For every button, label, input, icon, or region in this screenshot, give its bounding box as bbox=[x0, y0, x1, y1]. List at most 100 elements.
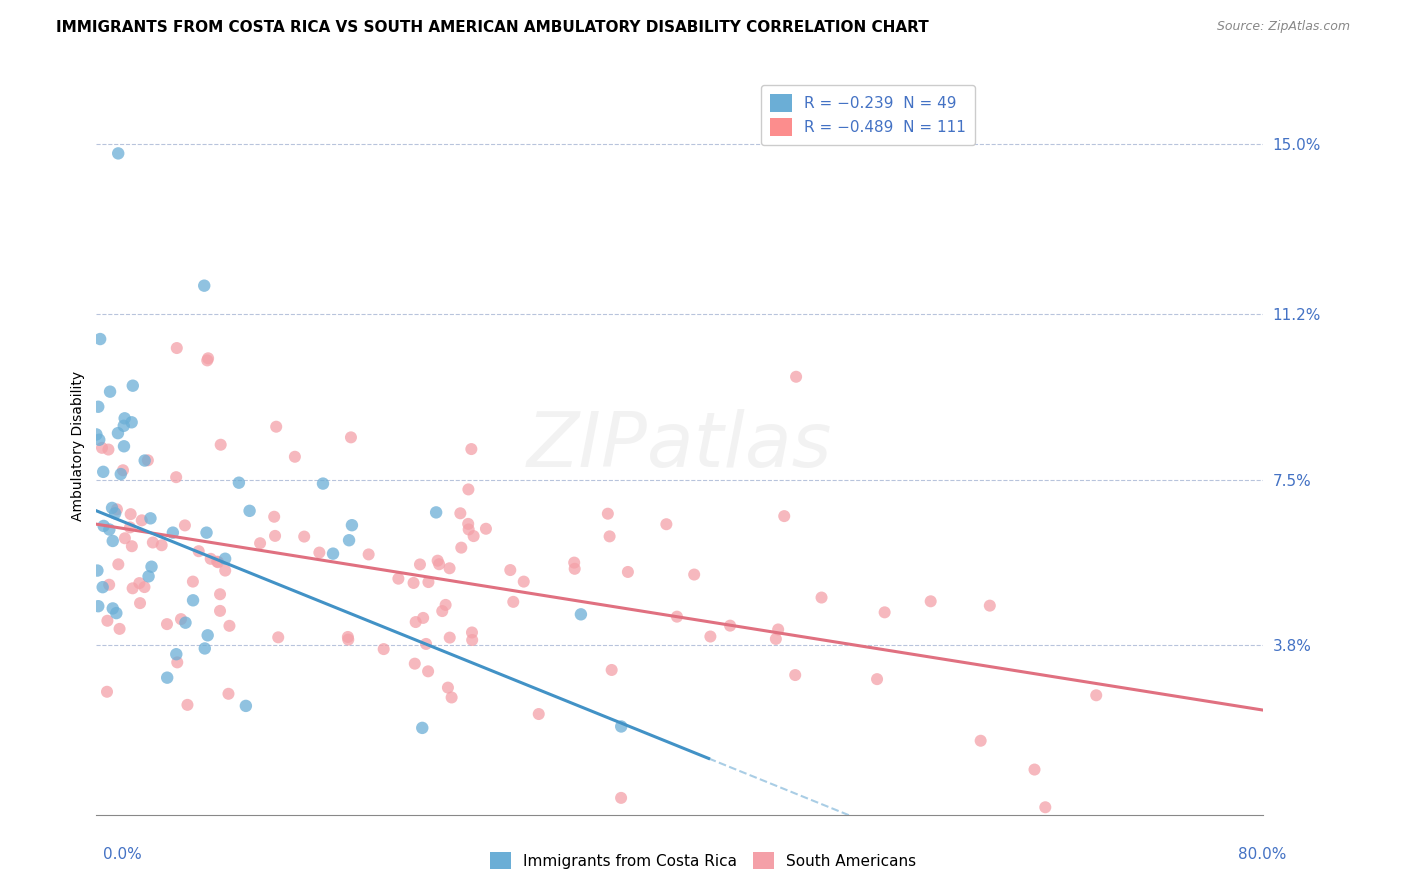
Point bbox=[308, 545, 330, 559]
Point bbox=[267, 630, 290, 644]
Point bbox=[373, 642, 395, 657]
Point bbox=[98, 578, 121, 592]
Point bbox=[405, 615, 427, 629]
Point bbox=[418, 575, 440, 590]
Point bbox=[107, 426, 129, 441]
Point bbox=[114, 411, 136, 425]
Point bbox=[920, 594, 942, 608]
Point bbox=[166, 341, 188, 355]
Point bbox=[322, 547, 344, 561]
Point bbox=[264, 419, 287, 434]
Point bbox=[439, 561, 461, 575]
Point bbox=[228, 475, 250, 490]
Point bbox=[156, 671, 179, 685]
Point bbox=[336, 630, 359, 644]
Text: Source: ZipAtlas.com: Source: ZipAtlas.com bbox=[1216, 20, 1350, 33]
Point bbox=[91, 580, 114, 594]
Point bbox=[718, 618, 741, 632]
Y-axis label: Ambulatory Disability: Ambulatory Disability bbox=[72, 371, 86, 521]
Point bbox=[665, 609, 688, 624]
Point bbox=[432, 604, 454, 618]
Point bbox=[174, 615, 197, 630]
Point bbox=[112, 439, 135, 453]
Point bbox=[699, 630, 721, 644]
Point bbox=[101, 601, 124, 615]
Point bbox=[138, 569, 160, 583]
Point bbox=[218, 619, 240, 633]
Point bbox=[200, 551, 222, 566]
Point bbox=[600, 663, 623, 677]
Point bbox=[89, 433, 111, 447]
Point bbox=[475, 522, 498, 536]
Point bbox=[457, 483, 479, 497]
Point bbox=[599, 529, 621, 543]
Point bbox=[513, 574, 536, 589]
Point bbox=[156, 617, 179, 632]
Point bbox=[197, 628, 219, 642]
Point bbox=[111, 463, 134, 477]
Point bbox=[121, 378, 143, 392]
Point bbox=[142, 535, 165, 549]
Text: 0.0%: 0.0% bbox=[103, 847, 142, 863]
Point bbox=[439, 631, 461, 645]
Point bbox=[194, 641, 217, 656]
Point bbox=[208, 604, 231, 618]
Point bbox=[1033, 800, 1056, 814]
Point bbox=[174, 518, 197, 533]
Point bbox=[105, 606, 128, 620]
Point bbox=[97, 442, 120, 457]
Point bbox=[209, 438, 232, 452]
Point bbox=[91, 465, 114, 479]
Point bbox=[134, 580, 156, 594]
Point bbox=[340, 518, 363, 533]
Point bbox=[195, 353, 218, 368]
Point bbox=[110, 467, 132, 481]
Point bbox=[107, 558, 129, 572]
Point bbox=[150, 538, 173, 552]
Point bbox=[337, 632, 360, 647]
Point bbox=[170, 612, 193, 626]
Point bbox=[387, 572, 409, 586]
Point bbox=[207, 555, 229, 569]
Point bbox=[426, 554, 449, 568]
Point bbox=[457, 516, 479, 531]
Point bbox=[337, 533, 360, 548]
Point bbox=[209, 587, 232, 601]
Point bbox=[214, 564, 236, 578]
Point bbox=[87, 400, 110, 414]
Point bbox=[562, 556, 585, 570]
Point bbox=[86, 427, 108, 442]
Point bbox=[460, 442, 482, 456]
Point bbox=[979, 599, 1001, 613]
Point bbox=[249, 536, 271, 550]
Point bbox=[128, 576, 150, 591]
Point bbox=[120, 507, 142, 521]
Point bbox=[264, 529, 287, 543]
Point bbox=[610, 719, 633, 733]
Point bbox=[416, 665, 439, 679]
Legend: Immigrants from Costa Rica, South Americans: Immigrants from Costa Rica, South Americ… bbox=[484, 846, 922, 875]
Point bbox=[218, 687, 240, 701]
Point bbox=[415, 637, 437, 651]
Point bbox=[134, 453, 156, 467]
Point bbox=[197, 351, 219, 366]
Point bbox=[214, 551, 236, 566]
Point bbox=[292, 530, 315, 544]
Point bbox=[105, 502, 128, 516]
Point bbox=[866, 672, 889, 686]
Point bbox=[437, 681, 460, 695]
Point bbox=[107, 146, 129, 161]
Point bbox=[121, 415, 143, 429]
Point bbox=[121, 582, 143, 596]
Point bbox=[773, 509, 796, 524]
Point bbox=[136, 453, 159, 467]
Point bbox=[340, 430, 363, 444]
Point bbox=[139, 511, 162, 525]
Point bbox=[114, 531, 136, 545]
Point bbox=[766, 623, 789, 637]
Point bbox=[440, 690, 463, 705]
Point bbox=[683, 567, 706, 582]
Point bbox=[165, 470, 187, 484]
Point bbox=[108, 622, 131, 636]
Point bbox=[118, 520, 141, 534]
